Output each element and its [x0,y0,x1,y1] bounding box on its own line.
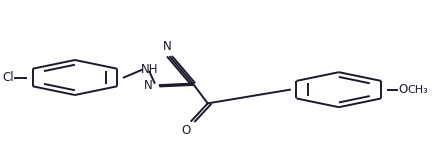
Text: N: N [163,40,172,53]
Text: N: N [143,79,153,92]
Text: NH: NH [141,63,158,76]
Text: O: O [399,83,408,96]
Text: Cl: Cl [3,71,14,84]
Text: O: O [182,124,191,137]
Text: CH₃: CH₃ [407,85,428,95]
